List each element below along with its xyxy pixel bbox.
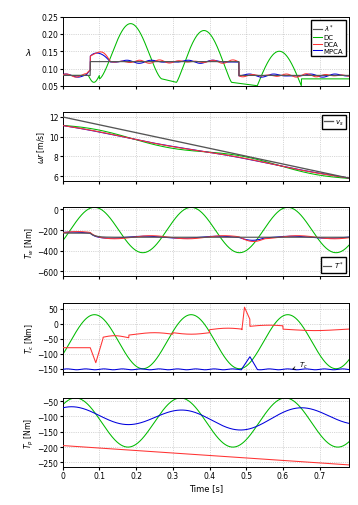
Y-axis label: $\lambda$: $\lambda$ (25, 46, 32, 58)
Y-axis label: $T_c$ [Nm]: $T_c$ [Nm] (24, 322, 36, 353)
Text: $T_c$: $T_c$ (293, 360, 308, 370)
Legend: $T^*$: $T^*$ (321, 258, 345, 273)
Y-axis label: $T_w$ [Nm]: $T_w$ [Nm] (24, 226, 36, 259)
Y-axis label: $T_p$ [Nm]: $T_p$ [Nm] (23, 417, 36, 448)
X-axis label: Time [s]: Time [s] (189, 483, 223, 492)
Y-axis label: $\omega r$ [m/s]: $\omega r$ [m/s] (36, 131, 48, 164)
Legend: $v_s$: $v_s$ (323, 116, 345, 130)
Legend: $\lambda^*$, DC, DCA, MPCA: $\lambda^*$, DC, DCA, MPCA (311, 21, 345, 57)
